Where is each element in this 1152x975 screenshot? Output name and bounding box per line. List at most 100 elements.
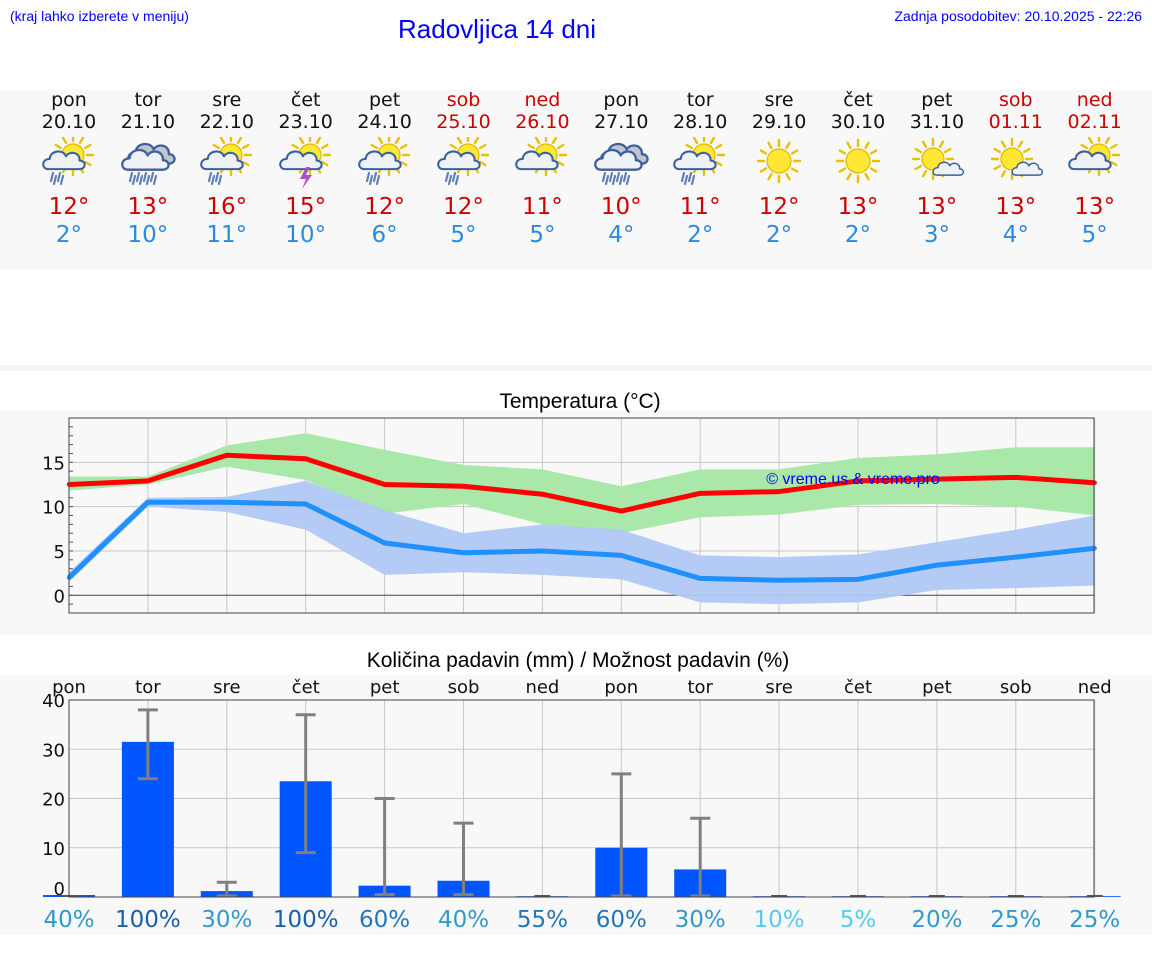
- weather-icon-slot: [276, 133, 336, 193]
- y-tick-label: 40: [42, 691, 65, 712]
- day-date: 30.10: [830, 111, 886, 133]
- y-tick-label: 15: [42, 453, 65, 474]
- day-date: 20.10: [41, 111, 97, 133]
- weather-icon-slot: [118, 137, 178, 193]
- sun-ray: [448, 143, 457, 150]
- min-temperature: 3°: [923, 222, 950, 248]
- sun-shape: [835, 138, 881, 184]
- rain-drop: [138, 174, 143, 186]
- sun-ray: [1104, 136, 1110, 145]
- rain-drop: [372, 171, 377, 183]
- y-tick-label: 10: [42, 839, 65, 860]
- day-forecast: pet 24.10 12° 6°: [340, 89, 430, 249]
- min-temperature-point: [224, 500, 229, 505]
- sun-ray: [78, 136, 85, 145]
- rain-drop: [454, 174, 459, 186]
- min-temperature-point: [619, 553, 624, 558]
- sun-ray: [921, 169, 928, 178]
- day-forecast: tor 28.10 11° 2°: [655, 89, 745, 249]
- sun-ray: [846, 141, 852, 150]
- sun-ray: [767, 172, 773, 181]
- sun-cloud-icon: [515, 133, 568, 177]
- weather-icon-slot: [749, 137, 809, 193]
- day-date: 24.10: [357, 111, 412, 133]
- max-temperature: 10°: [600, 194, 642, 220]
- rain-drop: [602, 171, 607, 183]
- rain-drop: [623, 171, 628, 183]
- rain-drop: [131, 174, 136, 186]
- sun-ray: [709, 136, 716, 145]
- max-temperature-point: [382, 482, 387, 487]
- min-temperature: 2°: [687, 222, 714, 248]
- day-name: pet: [368, 89, 401, 111]
- sun-ray: [938, 140, 945, 149]
- day-forecast: pet 31.10 13° 3°: [892, 89, 982, 249]
- x-category-label: sre: [765, 677, 792, 698]
- x-category-label: sre: [213, 677, 240, 698]
- y-tick-label: 30: [42, 740, 65, 761]
- precipitation-probability: 30%: [201, 907, 252, 933]
- min-temperature-point: [855, 577, 861, 582]
- page-title: Radovljica 14 dni: [398, 14, 597, 44]
- min-temperature-point: [382, 540, 387, 546]
- sun-ray: [478, 143, 487, 150]
- sun-ray: [557, 160, 565, 167]
- rain-drop: [626, 174, 631, 186]
- day-forecast: sre 22.10 16° 11°: [182, 89, 272, 249]
- day-forecast: ned 26.10 11° 5°: [497, 89, 587, 249]
- location-hint: (kraj lahko izberete v meniju): [10, 8, 189, 24]
- x-category-label: pet: [370, 677, 400, 698]
- weather-icon-slot: [197, 133, 257, 193]
- max-temperature-point: [1092, 480, 1097, 485]
- weather-icon-slot: [591, 137, 651, 193]
- sun-ray: [759, 167, 768, 173]
- rain-drop: [619, 174, 624, 186]
- day-forecast: ned 02.11 13° 5°: [1050, 89, 1140, 249]
- day-name: sre: [764, 89, 794, 111]
- x-category-label: ned: [1078, 677, 1112, 698]
- rain-drop: [128, 171, 133, 183]
- sun-ray: [692, 136, 699, 145]
- min-temperature-point: [1013, 554, 1018, 560]
- precipitation-probability: 100%: [115, 907, 181, 933]
- precipitation-chart-title: Količina padavin (mm) / Možnost padavin …: [367, 649, 790, 672]
- rain-drop: [152, 174, 157, 186]
- precipitation-probability: 40%: [438, 907, 489, 933]
- weather-icon-slot: [670, 133, 730, 193]
- precipitation-probability: 55%: [517, 907, 568, 933]
- rain-drop: [681, 171, 686, 183]
- cloud-shape: [120, 148, 170, 171]
- min-temperature: 10°: [285, 222, 327, 248]
- precipitation-probability: 10%: [754, 907, 805, 933]
- rain-drop: [447, 174, 452, 186]
- min-temperature: 5°: [1081, 222, 1108, 248]
- last-updated: Zadnja posodobitev: 20.10.2025 - 22:26: [894, 8, 1142, 24]
- y-tick-label: 10: [42, 498, 65, 519]
- min-temperature: 2°: [55, 222, 83, 248]
- max-temperature: 12°: [48, 194, 90, 220]
- min-temperature-point: [934, 562, 940, 568]
- min-temperature: 6°: [371, 222, 398, 248]
- min-temperature-point: [540, 548, 545, 554]
- sun-ray: [456, 136, 462, 145]
- rain-drop: [142, 171, 147, 183]
- max-temperature: 11°: [522, 194, 563, 220]
- day-name: tor: [134, 89, 162, 111]
- max-temperature-point: [303, 456, 308, 461]
- sun-ray: [685, 143, 694, 150]
- cloud-shape: [932, 161, 964, 176]
- sun-ray: [1022, 147, 1031, 154]
- rain-drop: [616, 171, 621, 183]
- sun-ray: [370, 143, 378, 150]
- cloud-outline: [357, 150, 402, 171]
- sun-ray: [535, 136, 541, 145]
- sun-ray: [993, 147, 1001, 154]
- rain-drop: [612, 174, 617, 186]
- y-tick-label: 5: [54, 542, 65, 563]
- day-date: 25.10: [436, 111, 491, 133]
- cloud-shape: [1011, 161, 1043, 176]
- day-name: sob: [999, 89, 1033, 111]
- sun-ray: [54, 143, 63, 150]
- sun-ray: [864, 172, 870, 181]
